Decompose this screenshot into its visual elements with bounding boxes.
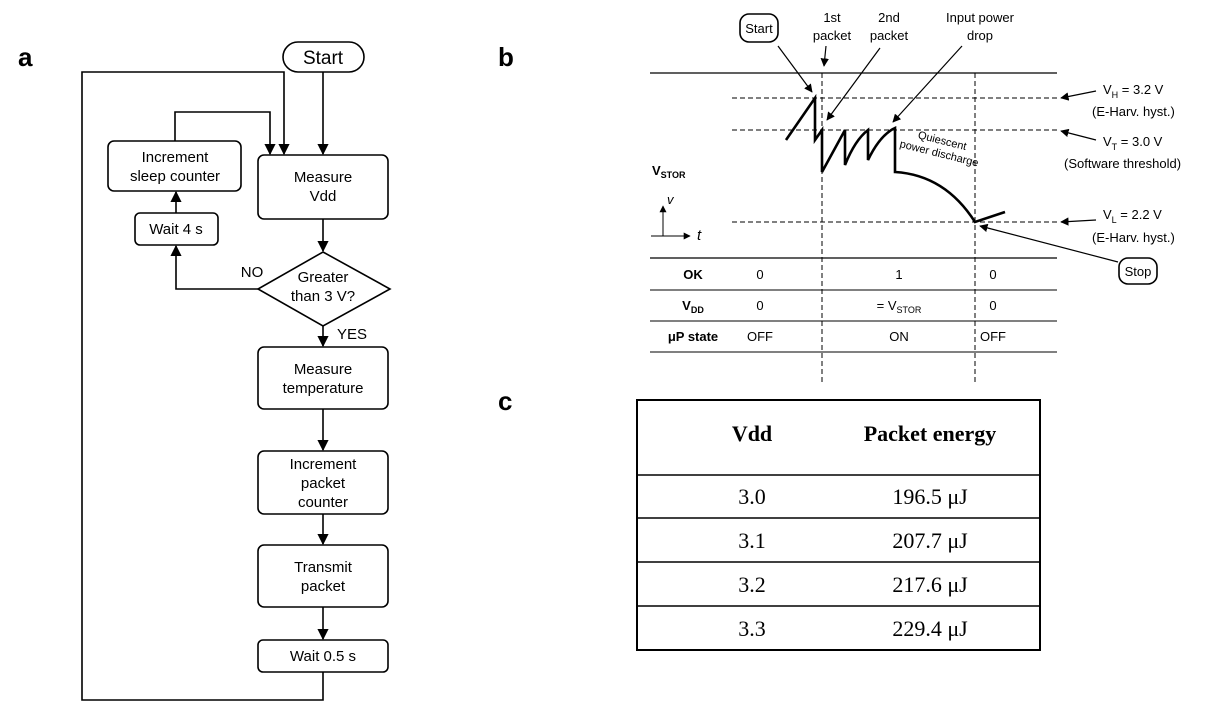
timing-diagram: b Start 1st packet 2nd packet Input power d… <box>498 10 1181 382</box>
node-text: Start <box>303 48 344 69</box>
cell: 3.2 <box>738 572 766 597</box>
node-text: Transmit packet <box>294 559 353 595</box>
annotation: 1st packet <box>813 10 852 43</box>
branch-label: YES <box>337 326 367 343</box>
node-text: Greater than 3 V? <box>291 269 355 305</box>
threshold-label: VT = 3.0 V <box>1103 134 1163 152</box>
arrow <box>1060 128 1097 141</box>
process-node <box>107 140 242 192</box>
cell: 0 <box>989 267 996 282</box>
cell: 207.7 μJ <box>892 528 968 553</box>
process-node <box>257 544 389 608</box>
cell: ON <box>889 329 909 344</box>
arrow <box>1060 90 1097 101</box>
arrow <box>777 45 813 93</box>
panel-label: b <box>498 42 514 72</box>
arrow <box>820 45 829 67</box>
cell: OFF <box>747 329 773 344</box>
axis-label: t <box>697 227 702 244</box>
process-node <box>257 450 389 515</box>
cell: 3.0 <box>738 484 766 509</box>
callout <box>1118 257 1158 285</box>
header-cell: Vdd <box>732 421 772 446</box>
threshold-note: (E-Harv. hyst.) <box>1092 230 1175 245</box>
annotation: Quiescentpower discharge <box>898 126 982 170</box>
loop-arrow <box>81 71 324 701</box>
arrow <box>826 47 881 121</box>
panel-label: c <box>498 386 512 416</box>
vstor-waveform <box>784 93 1006 224</box>
callout-text: Stop <box>1125 264 1152 279</box>
node-text: Wait 4 s <box>149 221 203 238</box>
cell: 0 <box>756 267 763 282</box>
annotation: 2nd packet <box>870 10 909 43</box>
branch-label: NO <box>241 264 264 281</box>
arrow <box>1060 217 1097 226</box>
axis-label: v <box>667 192 675 207</box>
arrow <box>892 45 963 123</box>
process-node <box>257 639 389 673</box>
callout <box>739 13 779 43</box>
table-body: 3.0 196.5 μJ 3.1 207.7 μJ 3.2 217.6 μJ 3.3 229.… <box>738 484 968 641</box>
row-label: μP state <box>668 329 718 344</box>
cell: 0 <box>989 298 996 313</box>
threshold-note: (E-Harv. hyst.) <box>1092 104 1175 119</box>
node-text: Increment packet counter <box>290 456 358 511</box>
arrow <box>170 244 258 290</box>
loop-arrow <box>174 111 276 156</box>
callout-text: Start <box>745 21 773 36</box>
arrow <box>979 223 1119 263</box>
cell: 217.6 μJ <box>892 572 968 597</box>
panel-label: a <box>18 42 33 72</box>
cell: 1 <box>895 267 902 282</box>
state-table: OK 0 1 0 VDD 0 = VSTOR 0 μP state OFF ON… <box>668 267 1006 344</box>
process-node <box>257 346 389 410</box>
flowchart: a Start Measure Vdd Increment sleep counte… <box>18 41 392 701</box>
cell: OFF <box>980 329 1006 344</box>
energy-table: c Vdd Packet energy 3.0 196.5 μJ 3.1 207.7 … <box>498 386 1041 651</box>
cell: 3.1 <box>738 528 766 553</box>
start-node <box>282 41 365 73</box>
process-node <box>134 212 219 246</box>
signal-label: VSTOR <box>652 163 686 180</box>
cell: = VSTOR <box>877 298 922 315</box>
node-text: Wait 0.5 s <box>290 648 356 665</box>
node-text: Measure temperature <box>283 361 364 397</box>
row-label: VDD <box>682 298 704 315</box>
node-text: Measure Vdd <box>294 169 352 205</box>
header-cell: Packet energy <box>864 421 997 446</box>
table-border <box>636 399 1041 651</box>
threshold-note: (Software threshold) <box>1064 156 1181 171</box>
cell: 3.3 <box>738 616 766 641</box>
cell: 229.4 μJ <box>892 616 968 641</box>
cell: 0 <box>756 298 763 313</box>
cell: 196.5 μJ <box>892 484 968 509</box>
decision-node <box>256 251 392 327</box>
node-text: Increment sleep counter <box>130 149 220 185</box>
threshold-label: VH = 3.2 V <box>1103 82 1164 100</box>
process-node <box>257 154 389 220</box>
annotation: Input power drop <box>946 10 1015 43</box>
threshold-label: VL = 2.2 V <box>1103 207 1162 225</box>
row-label: OK <box>683 267 703 282</box>
